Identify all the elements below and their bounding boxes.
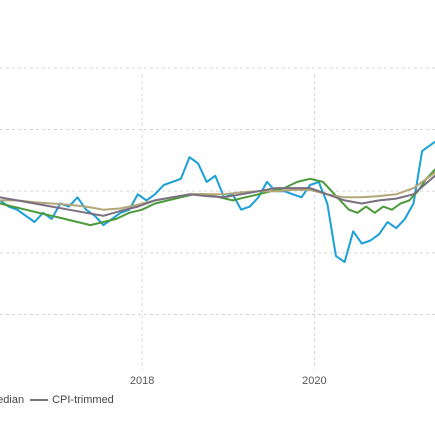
series-line-1 [0, 168, 435, 227]
series-line-3 [0, 174, 435, 217]
legend-label-1: CPI-trimmed [52, 394, 114, 406]
x-tick-label-2020: 2020 [302, 375, 326, 387]
chart-legend: median CPI-trimmed [0, 394, 120, 406]
series-lines [0, 140, 435, 264]
series-line-0 [0, 140, 435, 264]
x-tick-labels: 2018 2020 [130, 375, 327, 387]
legend-item-1: CPI-trimmed [30, 394, 114, 406]
series-line-2 [0, 171, 435, 211]
y-gridlines [0, 67, 435, 315]
legend-item-0: median [0, 394, 24, 406]
x-tick-label-2018: 2018 [130, 375, 154, 387]
x-gridlines [141, 75, 315, 370]
legend-swatch-1 [30, 399, 49, 401]
legend-label-0: median [0, 394, 25, 406]
